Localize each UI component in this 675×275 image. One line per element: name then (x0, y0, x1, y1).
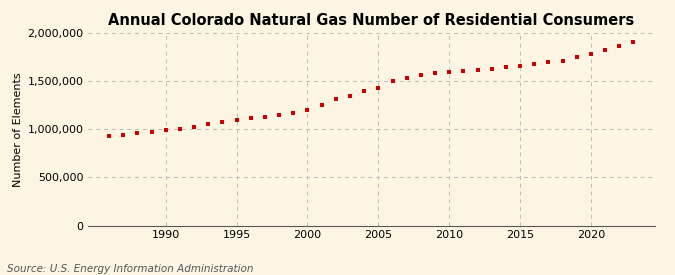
Title: Annual Colorado Natural Gas Number of Residential Consumers: Annual Colorado Natural Gas Number of Re… (108, 13, 634, 28)
Text: Source: U.S. Energy Information Administration: Source: U.S. Energy Information Administ… (7, 264, 253, 274)
Y-axis label: Number of Elements: Number of Elements (14, 72, 24, 186)
